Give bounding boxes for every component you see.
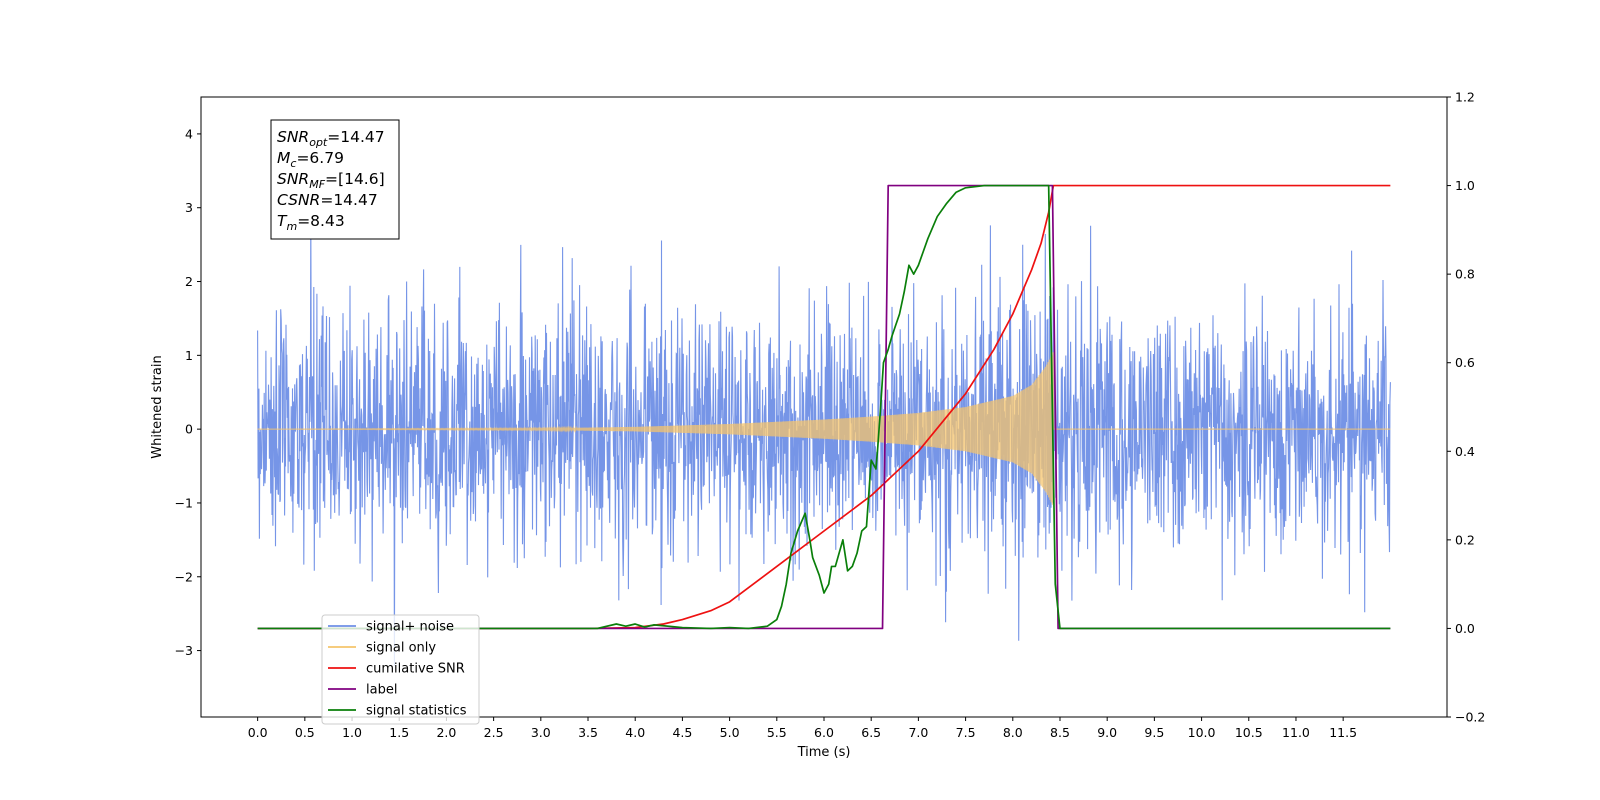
x-tick-label: 6.5 bbox=[861, 725, 881, 740]
x-tick-label: 1.0 bbox=[342, 725, 362, 740]
info-value: =6.79 bbox=[296, 149, 344, 167]
info-box-line: SNRMF=[14.6] bbox=[277, 170, 385, 191]
x-tick-label: 8.5 bbox=[1050, 725, 1070, 740]
y-tick-label-left: 0 bbox=[185, 422, 193, 437]
series-cumilative-snr-line bbox=[257, 184, 1391, 630]
y-tick-label-left: −1 bbox=[175, 495, 193, 510]
info-symbol: SNR bbox=[277, 170, 309, 188]
info-subscript: m bbox=[286, 220, 297, 233]
y-tick-label-right: 0.0 bbox=[1455, 621, 1475, 636]
y-tick-label-right: −0.2 bbox=[1455, 710, 1485, 725]
info-box-line: CSNR=14.47 bbox=[277, 191, 378, 209]
x-tick-label: 11.0 bbox=[1282, 725, 1310, 740]
x-tick-label: 10.5 bbox=[1235, 725, 1263, 740]
y-tick-label-left: 2 bbox=[185, 274, 193, 289]
legend-label: signal statistics bbox=[366, 704, 467, 719]
x-tick-label: 2.0 bbox=[436, 725, 456, 740]
y-tick-label-left: −2 bbox=[175, 569, 193, 584]
info-symbol: M bbox=[277, 149, 290, 167]
info-box: SNRopt=14.47Mc=6.79SNRMF=[14.6]CSNR=14.4… bbox=[270, 119, 400, 240]
info-value: =14.47 bbox=[320, 191, 377, 209]
info-subscript: MF bbox=[309, 178, 325, 191]
y-tick-label-left: 3 bbox=[185, 200, 193, 215]
info-symbol: CSNR bbox=[277, 191, 320, 209]
info-box-line: SNRopt=14.47 bbox=[277, 128, 385, 149]
legend-label: signal+ noise bbox=[366, 620, 454, 635]
x-tick-label: 0.5 bbox=[295, 725, 315, 740]
y-tick-label-right: 1.2 bbox=[1455, 90, 1475, 105]
y-tick-label-left: 1 bbox=[185, 348, 193, 363]
x-tick-label: 1.5 bbox=[389, 725, 409, 740]
x-tick-label: 7.5 bbox=[956, 725, 976, 740]
x-tick-label: 9.0 bbox=[1097, 725, 1117, 740]
legend-label: signal only bbox=[366, 641, 436, 656]
x-tick-label: 5.5 bbox=[767, 725, 787, 740]
x-tick-label: 11.5 bbox=[1329, 725, 1357, 740]
info-symbol: T bbox=[277, 212, 288, 230]
series-signal-plus-noise-line bbox=[257, 214, 1391, 666]
info-box-frame bbox=[270, 119, 400, 240]
info-box-line: Tm=8.43 bbox=[277, 212, 345, 233]
legend-entries: signal+ noise signal only cumilative SNR la… bbox=[328, 620, 467, 719]
info-value: =[14.6] bbox=[325, 170, 385, 188]
x-tick-label: 8.0 bbox=[1003, 725, 1023, 740]
info-box-line: Mc=6.79 bbox=[277, 149, 344, 170]
x-tick-label: 0.0 bbox=[248, 725, 268, 740]
info-symbol: SNR bbox=[277, 128, 309, 146]
y-tick-label-left: 4 bbox=[185, 126, 193, 141]
x-axis-title: Time (s) bbox=[797, 745, 851, 760]
series-layer bbox=[257, 184, 1391, 666]
x-tick-label: 4.5 bbox=[672, 725, 692, 740]
axes-layer: 0.0 0.5 1.0 1.5 2.0 2.5 3.0 3.5 4.0 4.5 5.0 5.5 6.0 6… bbox=[175, 90, 1486, 741]
x-tick-label: 3.5 bbox=[578, 725, 598, 740]
y-tick-label-right: 0.2 bbox=[1455, 532, 1475, 547]
y-tick-label-right: 0.4 bbox=[1455, 444, 1475, 459]
y-tick-label-left: −3 bbox=[175, 643, 193, 658]
info-subscript: opt bbox=[309, 136, 328, 149]
x-tick-label: 4.0 bbox=[625, 725, 645, 740]
x-tick-label: 9.5 bbox=[1144, 725, 1164, 740]
x-tick-label: 6.0 bbox=[814, 725, 834, 740]
y-tick-label-right: 0.6 bbox=[1455, 355, 1475, 370]
x-tick-label: 10.0 bbox=[1188, 725, 1216, 740]
info-box-lines: SNRopt=14.47Mc=6.79SNRMF=[14.6]CSNR=14.4… bbox=[277, 128, 385, 233]
info-value: =8.43 bbox=[297, 212, 345, 230]
x-tick-label: 2.5 bbox=[484, 725, 504, 740]
info-value: =14.47 bbox=[327, 128, 384, 146]
info-subscript: c bbox=[290, 157, 296, 170]
x-tick-label: 5.0 bbox=[720, 725, 740, 740]
series-signal-statistics-line bbox=[257, 184, 1391, 630]
legend: signal+ noise signal only cumilative SNR la… bbox=[321, 614, 480, 725]
x-tick-label: 7.0 bbox=[908, 725, 928, 740]
legend-label: label bbox=[366, 683, 397, 698]
y-axis-title-left: Whitened strain bbox=[150, 355, 165, 458]
x-tick-label: 3.0 bbox=[531, 725, 551, 740]
legend-label: cumilative SNR bbox=[366, 662, 465, 677]
legend-frame bbox=[321, 614, 480, 725]
y-tick-label-right: 1.0 bbox=[1455, 178, 1475, 193]
series-signal-only-line bbox=[257, 352, 1391, 505]
y-tick-label-right: 0.8 bbox=[1455, 267, 1475, 282]
